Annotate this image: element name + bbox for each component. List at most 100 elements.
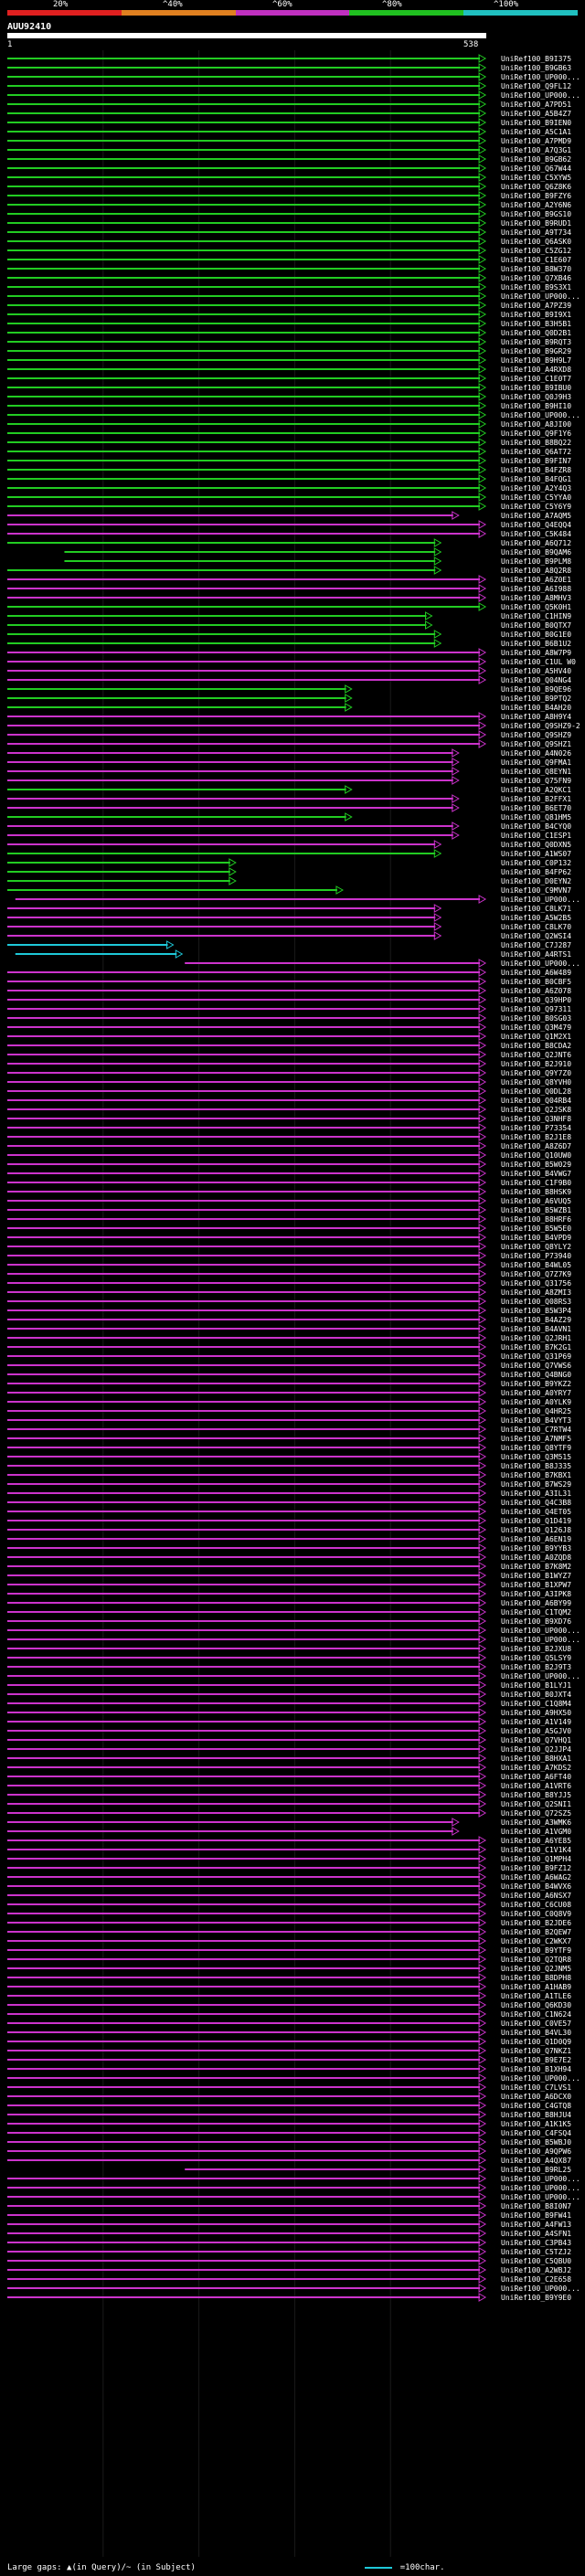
hit-label: UniRef100_A4SFN1 xyxy=(501,2230,571,2238)
scale-label: ^60% xyxy=(272,0,292,9)
hit-arrow-head xyxy=(478,1891,487,1900)
hit-arrow-head xyxy=(478,118,487,127)
hit-row: UniRef100_A6WAG2 xyxy=(7,1872,571,1882)
hit-row: UniRef100_A2QKC1 xyxy=(7,785,571,794)
hit-row: UniRef100_A4SFN1 xyxy=(7,2229,571,2238)
hit-label: UniRef100_C2E658 xyxy=(501,2275,571,2284)
hit-arrow-head xyxy=(478,401,487,410)
hit-arrow-head xyxy=(478,410,487,419)
legend: Large gaps: ▲(in Query)/~ (in Subject) =… xyxy=(7,2562,583,2573)
hit-row: UniRef100_C5Y6Y9 xyxy=(7,502,571,511)
hit-label: UniRef100_A6DCX0 xyxy=(501,2093,571,2101)
hit-arrow-head xyxy=(478,1927,487,1936)
hit-label: UniRef100_Q9FL12 xyxy=(501,82,571,90)
hit-label: UniRef100_B4WL05 xyxy=(501,1261,571,1269)
hit-row: UniRef100_Q1M2X1 xyxy=(7,1032,571,1041)
hit-arrow-head xyxy=(478,1361,487,1370)
hit-arrow-head xyxy=(478,1242,487,1251)
hit-row: UniRef100_Q2WSI4 xyxy=(7,931,571,940)
hit-label: UniRef100_A6NSX7 xyxy=(501,1892,571,1900)
query-end: 538 xyxy=(463,40,479,49)
hit-label: UniRef100_UP000... xyxy=(501,2175,580,2183)
hit-label: UniRef100_B8I0N7 xyxy=(501,2202,571,2210)
hit-row: UniRef100_B4VL30 xyxy=(7,2028,571,2037)
hit-label: UniRef100_B8W370 xyxy=(501,265,571,273)
hit-row: UniRef100_B2JXU8 xyxy=(7,1644,571,1653)
scale-label: ^80% xyxy=(382,0,402,9)
hit-row: UniRef100_B9GR29 xyxy=(7,346,571,355)
hit-row: UniRef100_C5K484 xyxy=(7,529,571,538)
hit-row: UniRef100_Q9Y7Z0 xyxy=(7,1068,571,1077)
hit-row: UniRef100_Q39HP0 xyxy=(7,995,571,1004)
hit-arrow-head xyxy=(478,1470,487,1479)
hit-arrow-head xyxy=(478,1735,487,1744)
hit-row: UniRef100_A9QPW6 xyxy=(7,2147,571,2156)
hit-label: UniRef100_Q2JNT6 xyxy=(501,1051,571,1059)
hit-arrow-head xyxy=(478,1744,487,1754)
hit-label: UniRef100_A1VRT6 xyxy=(501,1782,571,1790)
hit-arrow-head xyxy=(478,456,487,465)
hit-label: UniRef100_B2J1E8 xyxy=(501,1133,571,1141)
hit-arrow-head xyxy=(478,1945,487,1955)
hit-row: UniRef100_Q9FMA1 xyxy=(7,758,571,767)
hit-row: UniRef100_Q72SZ5 xyxy=(7,1808,571,1818)
hit-label: UniRef100_B8J335 xyxy=(501,1462,571,1470)
hit-label: UniRef100_UP000... xyxy=(501,896,580,904)
hit-arrow-head xyxy=(452,767,460,776)
hit-label: UniRef100_Q9F1Y6 xyxy=(501,429,571,438)
hit-arrow-head xyxy=(229,876,237,885)
hit-label: UniRef100_Q2JSK8 xyxy=(501,1106,571,1114)
hit-label: UniRef100_A4FW13 xyxy=(501,2221,571,2229)
hit-row: UniRef100_Q3M515 xyxy=(7,1452,571,1461)
hit-row: UniRef100_A8ZMI3 xyxy=(7,1288,571,1297)
hit-arrow-head xyxy=(433,913,442,922)
hit-label: UniRef100_Q3NHF8 xyxy=(501,1115,571,1123)
hit-row: UniRef100_A7PMD9 xyxy=(7,136,571,145)
hit-row: UniRef100_B4AH20 xyxy=(7,703,571,712)
hit-label: UniRef100_A4QX87 xyxy=(501,2157,571,2165)
hit-arrow-head xyxy=(433,557,442,566)
hit-arrow-head xyxy=(478,246,487,255)
hit-row: UniRef100_Q126J8 xyxy=(7,1525,571,1534)
hit-label: UniRef100_Q0DL28 xyxy=(501,1087,571,1096)
hit-label: UniRef100_B4AH20 xyxy=(501,704,571,712)
hit-arrow-head xyxy=(478,1955,487,1964)
hit-label: UniRef100_B9RL25 xyxy=(501,2166,571,2174)
hit-row: UniRef100_B9GB63 xyxy=(7,63,571,72)
hit-arrow-head xyxy=(433,849,442,858)
hit-row: UniRef100_Q2JNT6 xyxy=(7,1050,571,1059)
hit-row: UniRef100_C8LK70 xyxy=(7,922,571,931)
hit-arrow-head xyxy=(478,1991,487,2000)
hit-label: UniRef100_Q9SHZ9-2 xyxy=(501,722,580,730)
hit-label: UniRef100_Q2JRH1 xyxy=(501,1334,571,1342)
hit-arrow-head xyxy=(478,419,487,429)
hit-arrow-head xyxy=(478,1114,487,1123)
hit-arrow-head xyxy=(478,145,487,154)
hit-row: UniRef100_A6NSX7 xyxy=(7,1891,571,1900)
hit-arrow-head xyxy=(478,1772,487,1781)
hit-label: UniRef100_Q67W44 xyxy=(501,164,571,173)
hit-row: UniRef100_B9RL25 xyxy=(185,2165,571,2174)
hit-label: UniRef100_B4CYQ0 xyxy=(501,822,571,831)
hit-row: UniRef100_C0P132 xyxy=(7,858,571,867)
hit-arrow-head xyxy=(433,931,442,940)
hit-arrow-head xyxy=(478,392,487,401)
hit-label: UniRef100_Q2JJP4 xyxy=(501,1745,571,1754)
hit-label: UniRef100_Q72SZ5 xyxy=(501,1809,571,1818)
hit-arrow-head xyxy=(478,1644,487,1653)
hit-label: UniRef100_Q8EYN1 xyxy=(501,768,571,776)
hit-row: UniRef100_B8I0N7 xyxy=(7,2201,571,2210)
hit-arrow-head xyxy=(478,1333,487,1342)
hit-row: UniRef100_B9FZ12 xyxy=(7,1863,571,1872)
hit-row: UniRef100_B8YJJ5 xyxy=(7,1790,571,1799)
hit-arrow-head xyxy=(478,301,487,310)
hit-label: UniRef100_B2JDE6 xyxy=(501,1919,571,1927)
hit-label: UniRef100_A5GJV0 xyxy=(501,1727,571,1735)
hit-label: UniRef100_B0QTX7 xyxy=(501,621,571,630)
hit-label: UniRef100_UP000... xyxy=(501,959,580,968)
hit-row: UniRef100_B6B1U2 xyxy=(7,639,571,648)
hit-label: UniRef100_Q0DXN5 xyxy=(501,841,571,849)
hit-row: UniRef100_B9Y9E0 xyxy=(7,2293,571,2302)
hit-label: UniRef100_B9I375 xyxy=(501,55,571,63)
hit-row: UniRef100_B9IEN0 xyxy=(7,118,571,127)
